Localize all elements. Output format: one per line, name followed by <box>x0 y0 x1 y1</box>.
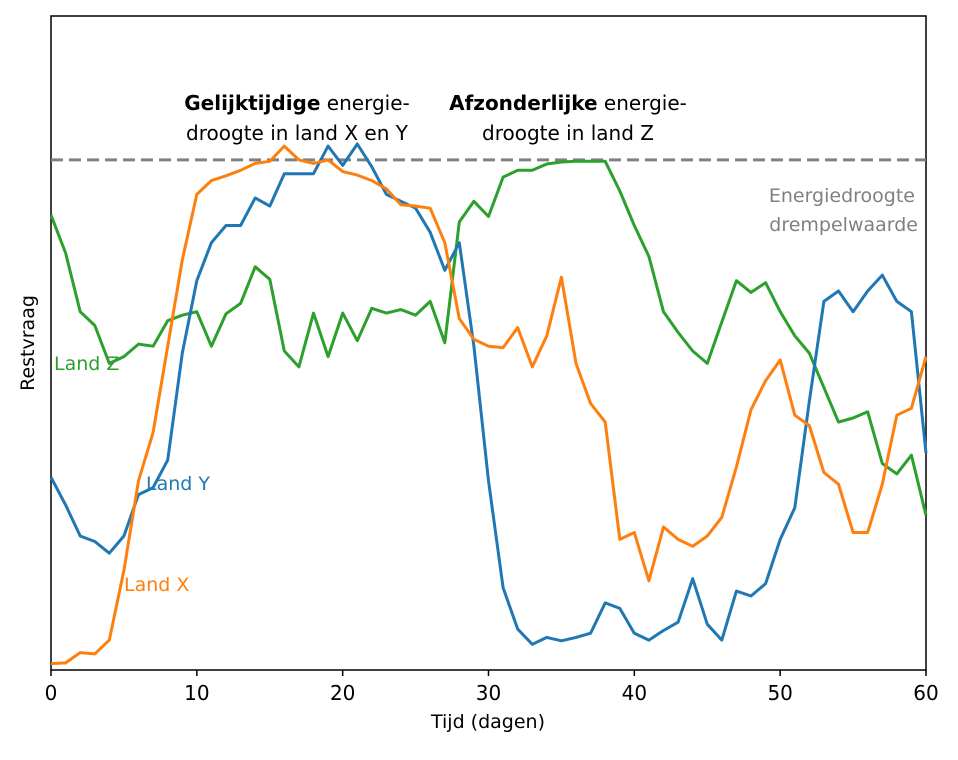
x-axis-ticks: 0 10 20 30 40 50 60 <box>45 670 939 705</box>
annotation-separate-bold: Afzonderlijke <box>449 91 597 115</box>
annotation-separate-line1: Afzonderlijke energie- <box>449 91 687 115</box>
series-layer <box>49 142 928 666</box>
annotation-simultaneous-line1: Gelijktijdige energie- <box>184 91 409 115</box>
series-line-land-x <box>50 144 928 666</box>
annotation-simultaneous-bold: Gelijktijdige <box>184 91 320 115</box>
x-tick-label: 40 <box>622 681 647 705</box>
x-tick-label: 60 <box>913 681 938 705</box>
annotation-simultaneous-line2: droogte in land X en Y <box>186 121 409 145</box>
x-axis-label: Tijd (dagen) <box>430 711 545 733</box>
series-line-land-z <box>49 159 928 516</box>
threshold-label-line1: Energiedroogte <box>769 185 915 207</box>
threshold-label-line2: drempelwaarde <box>769 214 918 236</box>
x-tick-label: 20 <box>330 681 355 705</box>
annotation-separate-rest: energie- <box>598 91 687 115</box>
x-tick-label: 10 <box>184 681 209 705</box>
x-tick-label: 0 <box>45 681 58 705</box>
series-label-land-z: Land Z <box>54 353 119 375</box>
x-tick-label: 50 <box>767 681 792 705</box>
y-axis-label: Restvraag <box>17 295 39 391</box>
x-tick-label: 30 <box>476 681 501 705</box>
series-line-land-y <box>49 142 928 646</box>
series-label-land-y: Land Y <box>146 473 210 495</box>
annotation-separate-line2: droogte in land Z <box>482 121 654 145</box>
annotation-simultaneous-rest: energie- <box>320 91 409 115</box>
series-label-land-x: Land X <box>124 574 189 596</box>
